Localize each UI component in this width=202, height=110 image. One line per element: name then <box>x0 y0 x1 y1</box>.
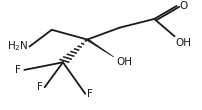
Text: F: F <box>87 89 93 99</box>
Text: O: O <box>178 1 186 11</box>
Text: H$_2$N: H$_2$N <box>7 40 28 53</box>
Text: F: F <box>37 82 42 92</box>
Polygon shape <box>86 39 113 57</box>
Text: F: F <box>15 65 21 75</box>
Text: OH: OH <box>175 38 191 49</box>
Text: OH: OH <box>116 57 132 67</box>
